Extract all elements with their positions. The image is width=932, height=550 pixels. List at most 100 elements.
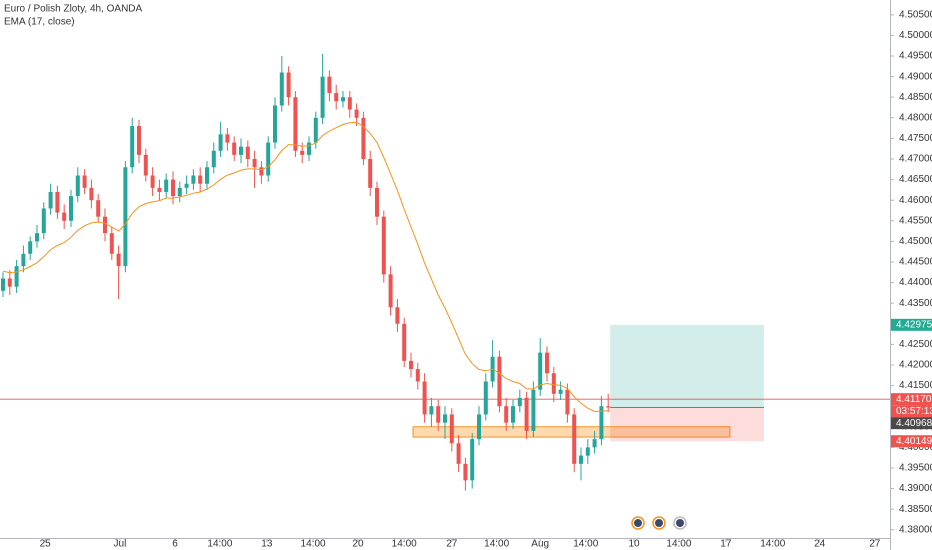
candle-body bbox=[211, 150, 216, 168]
candle-body bbox=[538, 352, 543, 390]
candle-body bbox=[524, 397, 529, 431]
candle-body bbox=[551, 373, 556, 394]
candle-body bbox=[55, 191, 60, 213]
candle-body bbox=[408, 360, 413, 370]
candle-body bbox=[368, 159, 373, 188]
indicator-label: EMA (17, close) bbox=[4, 17, 75, 28]
x-tick-label: 10 bbox=[628, 539, 640, 550]
candle-body bbox=[313, 117, 318, 143]
y-tick-label: 4.46500 bbox=[899, 174, 932, 185]
candle-body bbox=[218, 134, 223, 151]
candle-body bbox=[204, 167, 209, 184]
y-tick-label: 4.44000 bbox=[899, 277, 932, 288]
x-tick-label: 14:00 bbox=[666, 539, 691, 550]
y-tick-label: 4.45000 bbox=[899, 236, 932, 247]
candle-body bbox=[143, 154, 148, 176]
candle-body bbox=[170, 179, 175, 197]
x-tick-label: Aug bbox=[531, 539, 549, 550]
candle-body bbox=[395, 307, 400, 324]
y-tick-label: 4.39500 bbox=[899, 463, 932, 474]
price-badge-text: 4.41170 bbox=[896, 394, 932, 405]
plot bbox=[0, 53, 890, 491]
y-tick-label: 4.40000 bbox=[899, 442, 932, 453]
y-tick-label: 4.49000 bbox=[899, 71, 932, 82]
loss-box bbox=[610, 407, 764, 442]
candle-body bbox=[286, 72, 291, 98]
candle-body bbox=[157, 187, 162, 192]
y-tick-label: 4.45500 bbox=[899, 215, 932, 226]
x-tick-label: Jul bbox=[114, 539, 127, 550]
x-tick-label: 14:00 bbox=[484, 539, 509, 550]
candle-body bbox=[463, 463, 468, 481]
candle-body bbox=[483, 381, 488, 415]
candle-body bbox=[381, 216, 386, 275]
candle-body bbox=[266, 142, 271, 176]
candle-body bbox=[449, 414, 454, 444]
candle-body bbox=[402, 323, 407, 361]
candle-body bbox=[238, 146, 243, 155]
candle-body bbox=[245, 146, 250, 160]
candle-body bbox=[565, 389, 570, 415]
y-tick-label: 4.42000 bbox=[899, 360, 932, 371]
candle-body bbox=[327, 76, 332, 94]
candle-body bbox=[388, 274, 393, 308]
candle-body bbox=[429, 406, 434, 415]
candle-body bbox=[456, 443, 461, 464]
candle-body bbox=[41, 208, 46, 234]
candle-body bbox=[14, 266, 19, 287]
stop-badge bbox=[891, 435, 932, 448]
candle-body bbox=[545, 352, 550, 374]
candle-body bbox=[48, 191, 53, 209]
candle-body bbox=[232, 142, 237, 155]
icon-dot bbox=[634, 519, 642, 527]
candle-body bbox=[272, 105, 277, 143]
y-tick-label: 4.42500 bbox=[899, 339, 932, 350]
y-tick-label: 4.50000 bbox=[899, 30, 932, 41]
candle-body bbox=[191, 175, 196, 184]
candle-body bbox=[572, 414, 577, 464]
candle-body bbox=[477, 414, 482, 440]
candle-body bbox=[470, 439, 475, 481]
candle-body bbox=[497, 356, 502, 407]
y-tick-label: 4.38500 bbox=[899, 504, 932, 515]
candle-body bbox=[374, 187, 379, 217]
candle-body bbox=[89, 187, 94, 201]
candle-body bbox=[531, 389, 536, 431]
candle-body bbox=[184, 183, 189, 188]
candle-body bbox=[340, 97, 345, 102]
candle-body bbox=[62, 212, 67, 221]
candle-body bbox=[109, 233, 114, 254]
entry-badge bbox=[891, 417, 932, 430]
candle-body bbox=[361, 117, 366, 160]
price-badge bbox=[891, 393, 932, 406]
candle-body bbox=[82, 175, 87, 188]
profit-box bbox=[610, 324, 764, 408]
candle-body bbox=[504, 406, 509, 423]
icon-dot bbox=[676, 519, 684, 527]
candle-body bbox=[28, 241, 33, 254]
candle-body bbox=[415, 369, 420, 382]
candle-body bbox=[7, 278, 12, 287]
ema-line bbox=[2, 121, 609, 413]
x-tick-label: 14:00 bbox=[573, 539, 598, 550]
y-tick-label: 4.38000 bbox=[899, 524, 932, 535]
x-tick-label: 24 bbox=[814, 539, 826, 550]
candle-body bbox=[130, 126, 135, 168]
candle-body bbox=[198, 175, 203, 184]
candle-body bbox=[599, 406, 604, 440]
candle-body bbox=[592, 439, 597, 448]
candle-body bbox=[347, 97, 352, 110]
y-tick-label: 4.48000 bbox=[899, 112, 932, 123]
candle-body bbox=[123, 167, 128, 267]
x-tick-label: 14:00 bbox=[760, 539, 785, 550]
x-tick-label: 13 bbox=[261, 539, 273, 550]
y-tick-label: 4.39000 bbox=[899, 483, 932, 494]
y-tick-label: 4.41500 bbox=[899, 380, 932, 391]
candle-body bbox=[136, 126, 141, 155]
candle-body bbox=[279, 72, 284, 106]
candle-body bbox=[354, 109, 359, 118]
y-tick-label: 4.50500 bbox=[899, 9, 932, 20]
candle-body bbox=[293, 97, 298, 151]
icon-dot bbox=[655, 519, 663, 527]
